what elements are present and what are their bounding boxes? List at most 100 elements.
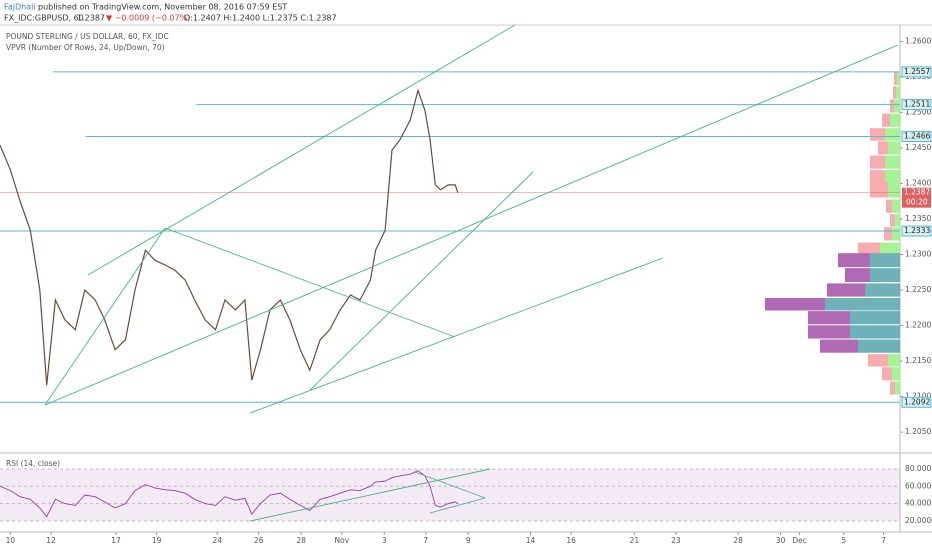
- y-tick-label: 1.2350: [905, 214, 931, 223]
- trend-line: [249, 257, 664, 414]
- level-label: 1.2092: [904, 397, 930, 406]
- level-label-box: [901, 225, 932, 237]
- y-tick-label: 1.2450: [905, 143, 931, 152]
- x-tick-label: 12: [46, 536, 56, 545]
- y-tick-label: 1.2200: [905, 321, 931, 330]
- volume-down: [820, 339, 858, 353]
- volume-down: [890, 99, 894, 113]
- y-tick-label: 1.2150: [905, 356, 931, 365]
- indicator-title: VPVR (Number Of Rows, 24, Up/Down, 70): [6, 43, 165, 52]
- volume-up: [885, 128, 900, 141]
- y-tick-label: 60.0000: [905, 481, 932, 490]
- x-tick-label: 26: [254, 536, 264, 545]
- level-label: 1.2511: [904, 100, 930, 109]
- trend-line: [414, 471, 486, 499]
- y-tick-label: 1.2100: [905, 392, 931, 401]
- level-label: 1.2466: [904, 132, 930, 141]
- volume-up: [850, 311, 900, 325]
- publisher[interactable]: FajDhaii: [4, 3, 36, 12]
- symbol: FX_IDC:GBPUSD, 60: [4, 14, 84, 23]
- volume-up: [892, 199, 900, 213]
- change: ▼ −0.0009 (−0.07%): [106, 14, 190, 23]
- volume-up: [888, 354, 900, 367]
- volume-up: [892, 227, 900, 241]
- x-tick-label: 19: [152, 536, 162, 545]
- volume-up: [865, 283, 900, 297]
- volume-down: [893, 86, 896, 99]
- volume-down: [808, 325, 850, 339]
- x-tick-label: 21: [630, 536, 640, 545]
- volume-up: [895, 381, 900, 395]
- level-label: 1.2557: [904, 67, 930, 76]
- trend-line: [164, 227, 456, 338]
- trend-line: [429, 497, 486, 514]
- volume-down: [845, 268, 870, 283]
- volume-up: [850, 325, 900, 339]
- volume-up: [825, 297, 900, 311]
- x-tick-label: 24: [212, 536, 222, 545]
- x-tick-label: 5: [841, 536, 846, 545]
- volume-up: [870, 268, 900, 283]
- level-label-box: [901, 131, 932, 143]
- rsi-band: [0, 468, 900, 521]
- x-tick-label: 7: [881, 536, 886, 545]
- x-tick-label: 23: [671, 536, 681, 545]
- volume-up: [897, 71, 900, 85]
- trend-line: [87, 24, 516, 276]
- y-tick-label: 1.2500: [905, 107, 931, 116]
- volume-down: [890, 381, 895, 395]
- volume-down: [884, 227, 892, 241]
- chart-title: POUND STERLING / US DOLLAR, 60, FX_IDC: [6, 32, 169, 41]
- x-tick-label: 28: [296, 536, 306, 545]
- y-tick-label: 40.0000: [905, 499, 932, 508]
- volume-down: [870, 182, 888, 198]
- level-label-box: [901, 396, 932, 408]
- volume-up: [880, 242, 900, 254]
- volume-up: [895, 214, 900, 227]
- volume-up: [885, 155, 900, 169]
- last-price-label: 1.2387: [904, 188, 930, 197]
- volume-up: [888, 141, 900, 155]
- x-tick-label: 30: [776, 536, 786, 545]
- volume-down: [886, 199, 892, 213]
- trend-line: [44, 227, 166, 406]
- volume-down: [882, 367, 892, 381]
- volume-down: [808, 311, 850, 325]
- x-tick-label: 17: [111, 536, 121, 545]
- trend-lines: [44, 24, 899, 522]
- price: 1.2387: [77, 14, 105, 23]
- volume-down: [765, 297, 825, 311]
- level-label: 1.2333: [904, 226, 930, 235]
- trend-line: [249, 468, 491, 522]
- x-tick-label: 10: [6, 536, 16, 545]
- rsi-title: RSI (14, close): [6, 459, 60, 468]
- x-tick-label: 7: [423, 536, 428, 545]
- trend-line: [309, 171, 534, 391]
- y-tick-label: 1.2400: [905, 178, 931, 187]
- x-tick-label: 16: [566, 536, 576, 545]
- y-tick-label: 1.2600: [905, 36, 931, 45]
- y-tick-label: 1.2300: [905, 249, 931, 258]
- volume-down: [858, 242, 880, 254]
- y-tick-label: 80.0000: [905, 464, 932, 473]
- volume-down: [868, 354, 888, 367]
- rsi-line: [0, 470, 459, 518]
- volume-down: [882, 113, 890, 127]
- volume-up: [894, 99, 900, 113]
- trend-line: [44, 44, 899, 406]
- volume-up: [885, 170, 900, 183]
- price-line: [0, 88, 459, 386]
- x-tick-label: 14: [526, 536, 536, 545]
- volume-down: [827, 283, 865, 297]
- x-tick-label: Nov: [335, 536, 350, 545]
- volume-up: [870, 253, 900, 268]
- volume-up: [896, 86, 900, 99]
- x-tick-label: Dec: [792, 536, 807, 545]
- y-tick-label: 20.0000: [905, 516, 932, 525]
- level-label-box: [901, 66, 932, 78]
- volume-down: [878, 141, 888, 155]
- last-price-box: [902, 187, 931, 208]
- x-tick-label: 28: [733, 536, 743, 545]
- countdown: 00:20: [906, 198, 928, 207]
